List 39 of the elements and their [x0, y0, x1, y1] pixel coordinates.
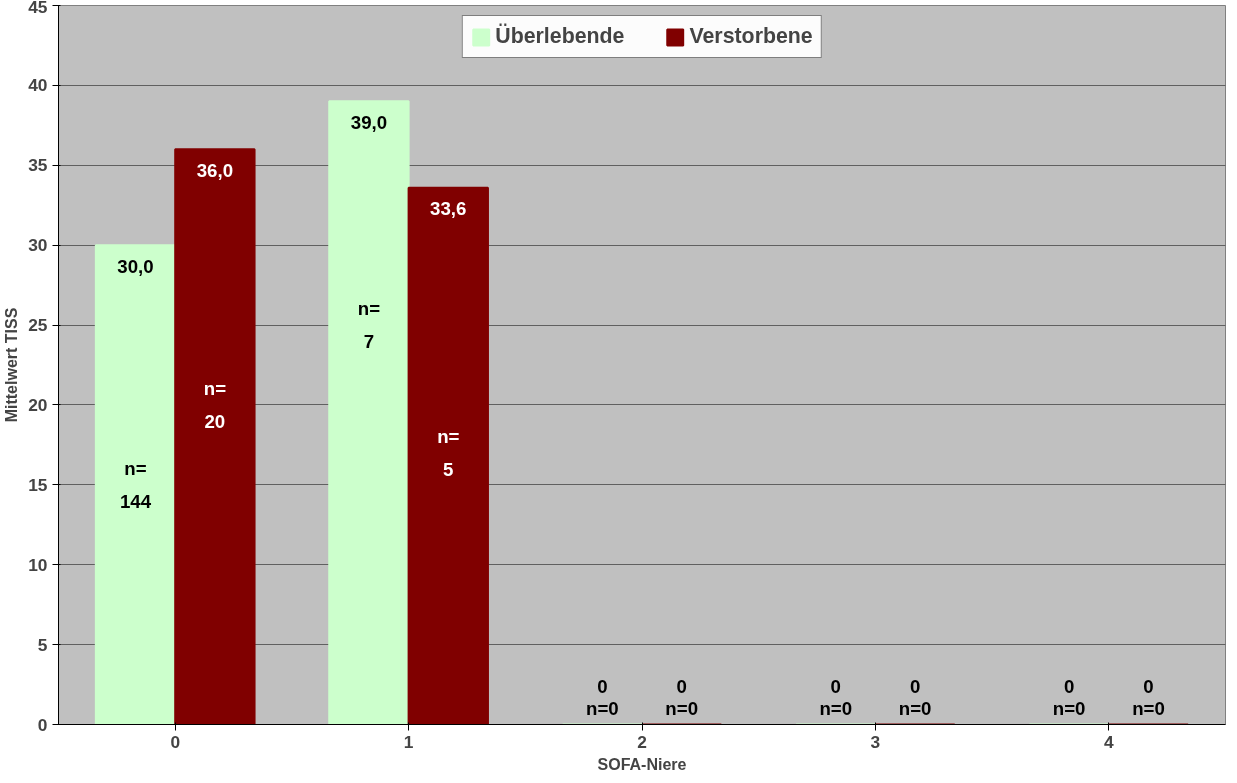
data-label: 39,0: [350, 111, 388, 133]
y-tick-label: 25: [28, 315, 48, 336]
y-tick-label: 10: [28, 554, 48, 575]
y-tick-label: 45: [28, 0, 48, 17]
data-label: 0: [830, 675, 841, 697]
annotation: n=0: [898, 697, 932, 719]
annotation: n= 144: [119, 457, 152, 513]
y-tick-label: 0: [37, 714, 48, 735]
data-label: 0: [676, 675, 687, 697]
annotation: n= 20: [203, 377, 227, 433]
data-label: 0: [1063, 675, 1075, 697]
data-label: 0: [597, 675, 608, 697]
annotation: n= 7: [357, 297, 381, 353]
data-label: 0: [1143, 675, 1154, 697]
data-label: 0: [909, 675, 921, 697]
y-tick-label: 35: [28, 155, 48, 176]
y-axis-title: Mittelwert TISS: [3, 307, 21, 423]
y-tick-label: 40: [28, 75, 48, 96]
legend-label: Überlebende: [495, 24, 625, 49]
annotation: n=0: [1132, 697, 1165, 719]
annotation: n= 5: [437, 425, 460, 481]
x-axis-title: SOFA-Niere: [597, 755, 687, 773]
annotation: n=0: [1052, 697, 1086, 719]
annotation: n=0: [819, 697, 853, 719]
x-tick-label: 2: [637, 731, 647, 752]
legend-label: Verstorbene: [689, 24, 813, 49]
x-tick-label: 3: [870, 731, 881, 752]
y-tick-label: 5: [37, 634, 48, 655]
x-tick-label: 1: [403, 731, 414, 752]
y-tick-label: 15: [28, 474, 48, 495]
y-tick-label: 20: [28, 394, 48, 415]
annotation: n=0: [585, 697, 619, 719]
y-tick-label: 30: [28, 235, 48, 256]
x-tick-label: 0: [170, 731, 181, 752]
data-label: 30,0: [117, 255, 154, 277]
x-tick-label: 4: [1103, 731, 1114, 752]
annotation: n=0: [665, 697, 699, 719]
data-label: 33,6: [430, 198, 467, 220]
data-label: 36,0: [196, 159, 234, 181]
